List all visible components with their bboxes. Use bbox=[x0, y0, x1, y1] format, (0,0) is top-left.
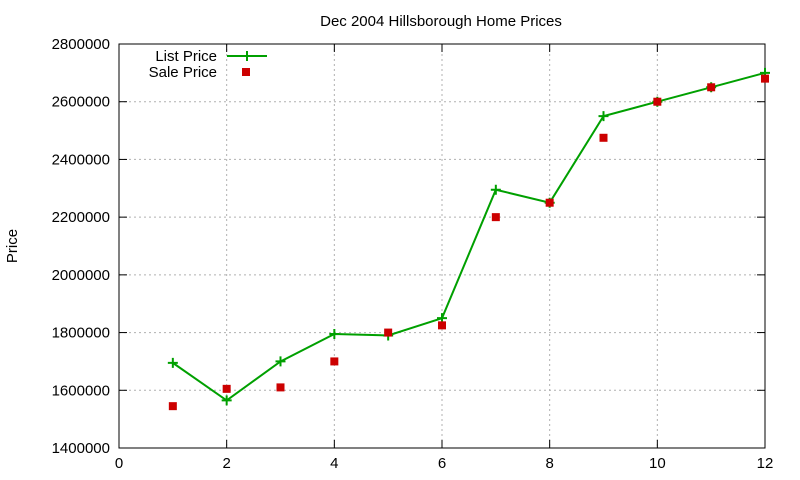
sale-price-point bbox=[222, 384, 231, 393]
y-tick-label: 2600000 bbox=[52, 94, 110, 111]
y-tick-label: 1400000 bbox=[52, 440, 110, 457]
legend-plus-marker bbox=[242, 51, 252, 61]
y-tick-label: 1600000 bbox=[52, 382, 110, 399]
sale-price-point bbox=[491, 213, 500, 222]
y-tick-label: 2800000 bbox=[52, 36, 110, 53]
sale-price-point bbox=[653, 97, 662, 106]
list-price-point bbox=[167, 357, 178, 368]
x-tick-label: 2 bbox=[222, 455, 230, 472]
y-axis-label: Price bbox=[4, 229, 21, 263]
sale-price-point bbox=[599, 133, 608, 142]
x-tick-label: 4 bbox=[330, 455, 338, 472]
sale-price-point bbox=[438, 321, 446, 330]
list-price-line bbox=[172, 71, 766, 402]
legend-label: List Price bbox=[155, 48, 217, 65]
series-group bbox=[167, 67, 770, 411]
legend-square-marker bbox=[242, 68, 250, 76]
list-price-point bbox=[490, 184, 501, 195]
y-tick-label: 2200000 bbox=[52, 209, 110, 226]
x-tick-label: 0 bbox=[115, 455, 123, 472]
legend-label: Sale Price bbox=[149, 64, 217, 81]
axis-ticks: 0 2 4 6 8 10 12 1400000 1600000 1800000 2000000 220… bbox=[52, 36, 774, 472]
y-tick-label: 2400000 bbox=[52, 151, 110, 168]
x-tick-label: 6 bbox=[438, 455, 446, 472]
sale-price-point bbox=[168, 402, 177, 411]
list-price-point bbox=[329, 329, 340, 340]
sale-price-point bbox=[330, 357, 339, 366]
chart-title: Dec 2004 Hillsborough Home Prices bbox=[320, 13, 562, 30]
x-tick-label: 10 bbox=[649, 455, 666, 472]
sale-price-point bbox=[707, 83, 716, 92]
list-price-point bbox=[221, 395, 232, 406]
sale-price-point bbox=[545, 198, 554, 207]
sale-price-point bbox=[761, 74, 769, 83]
x-tick-label: 12 bbox=[757, 455, 774, 472]
sale-price-point bbox=[276, 383, 285, 392]
sale-price-point bbox=[384, 328, 393, 337]
list-price-point bbox=[275, 356, 286, 367]
list-price-point bbox=[598, 111, 609, 122]
x-tick-label: 8 bbox=[545, 455, 553, 472]
grid bbox=[119, 44, 765, 448]
y-tick-label: 2000000 bbox=[52, 267, 110, 284]
y-tick-label: 1800000 bbox=[52, 325, 110, 342]
